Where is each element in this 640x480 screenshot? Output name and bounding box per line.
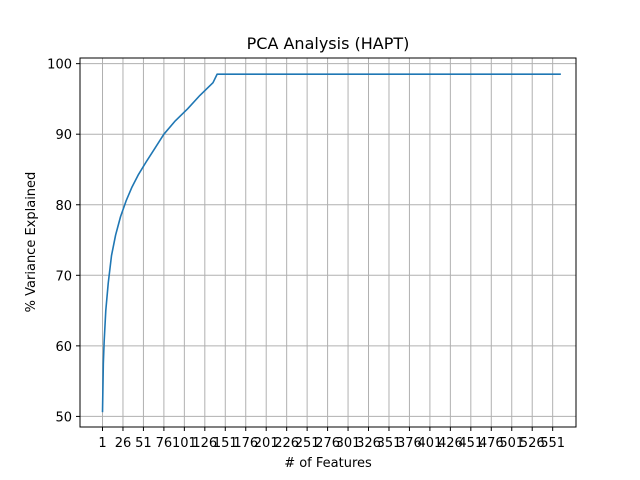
grid-layer <box>80 58 576 427</box>
chart-title: PCA Analysis (HAPT) <box>247 34 410 53</box>
y-tick-label: 100 <box>47 58 72 73</box>
x-tick-label: 376 <box>397 436 422 451</box>
x-tick-label: 426 <box>438 436 463 451</box>
x-tick-label: 326 <box>356 436 381 451</box>
x-tick-label: 351 <box>377 436 402 451</box>
x-tick-label: 401 <box>417 436 442 451</box>
x-tick-label: 76 <box>156 436 173 451</box>
y-tick-label: 60 <box>55 340 72 355</box>
x-tick-label: 526 <box>520 436 545 451</box>
x-tick-label: 51 <box>135 436 152 451</box>
x-tick-label: 501 <box>499 436 524 451</box>
x-tick-label: 551 <box>540 436 565 451</box>
x-tick-label: 201 <box>254 436 279 451</box>
y-tick-label: 80 <box>55 199 72 214</box>
x-tick-label: 226 <box>274 436 299 451</box>
y-tick-label: 70 <box>55 269 72 284</box>
x-tick-label: 476 <box>479 436 504 451</box>
x-tick-label: 101 <box>172 436 197 451</box>
x-ticks: 1 26 51 76 101126151176201226251276301326351… <box>98 427 565 451</box>
x-tick-label: 151 <box>213 436 238 451</box>
x-tick-label: 176 <box>233 436 258 451</box>
series-line <box>101 73 561 413</box>
y-axis-label: % Variance Explained <box>24 172 39 313</box>
x-tick-label: 126 <box>192 436 217 451</box>
x-tick-label: 26 <box>115 436 132 451</box>
y-ticks: 50 60 70 80 90 100 <box>47 58 80 425</box>
x-axis-label: # of Features <box>284 456 372 471</box>
y-tick-label: 90 <box>55 128 72 143</box>
series-layer <box>101 73 561 413</box>
x-tick-label: 301 <box>336 436 361 451</box>
x-tick-label: 1 <box>98 436 106 451</box>
y-tick-label: 50 <box>55 410 72 425</box>
x-tick-label: 451 <box>458 436 483 451</box>
x-tick-label: 251 <box>295 436 320 451</box>
x-tick-label: 276 <box>315 436 340 451</box>
